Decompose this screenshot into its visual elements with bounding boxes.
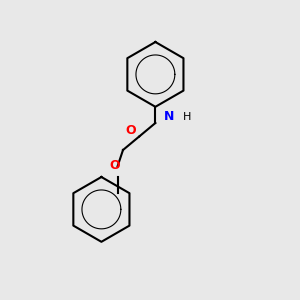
Text: N: N: [164, 110, 174, 123]
Text: O: O: [126, 124, 136, 137]
Text: H: H: [182, 112, 191, 122]
Text: O: O: [110, 159, 120, 172]
